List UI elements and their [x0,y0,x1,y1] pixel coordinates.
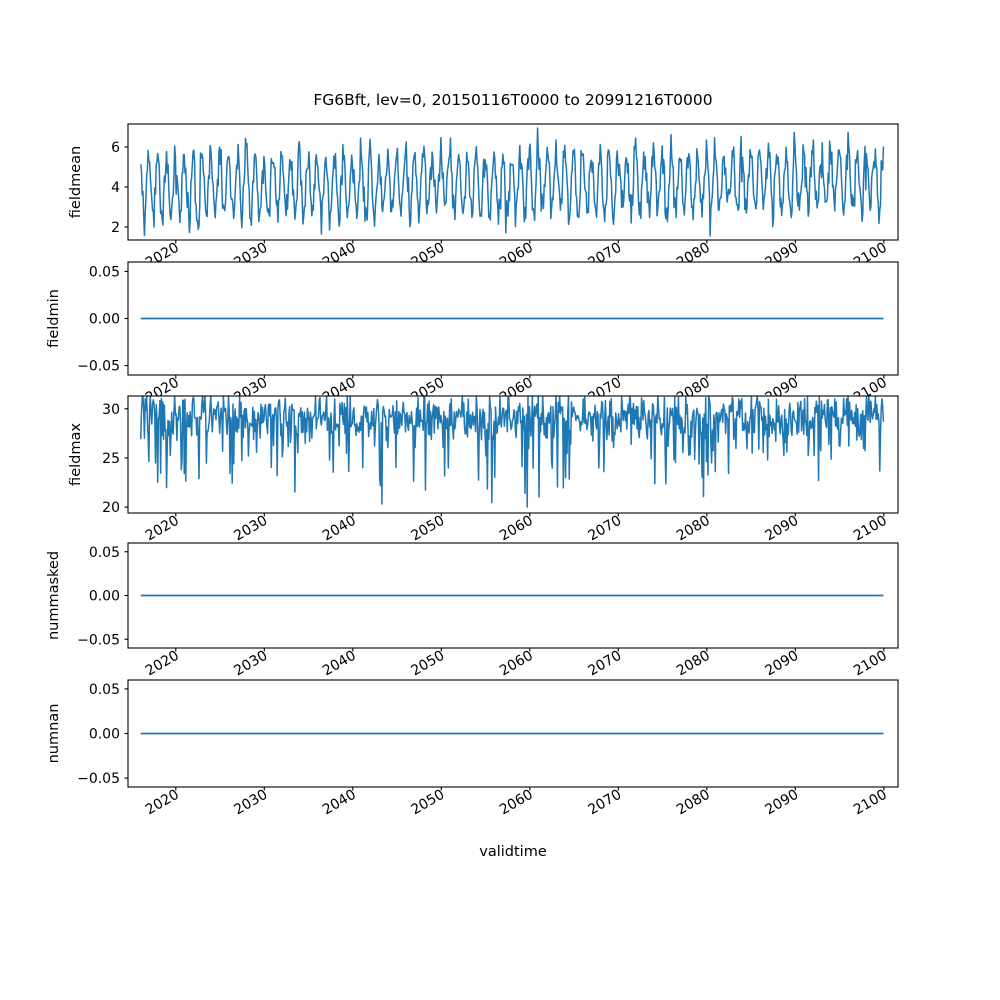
y-tick-label: 0.00 [89,589,120,605]
y-tick-label: 0.00 [89,312,120,328]
series-fieldmax [139,396,885,508]
series-fieldmean [139,127,885,237]
y-tick-label: 4 [111,180,120,196]
y-tick-label: 20 [102,500,120,516]
figure-title: FG6Bft, lev=0, 20150116T0000 to 20991216… [313,91,712,109]
y-tick-label: −0.05 [77,359,120,375]
y-axis-label-fieldmean: fieldmean [68,146,84,218]
y-tick-label: 25 [102,451,120,467]
y-tick-label: 0.05 [89,682,120,698]
x-axis-label: validtime [479,844,547,860]
y-tick-label: 0.00 [89,727,120,743]
y-axis-label-numnan: numnan [46,704,62,764]
y-axis-label-fieldmin: fieldmin [46,289,62,348]
y-tick-label: −0.05 [77,632,120,648]
y-tick-label: 0.05 [89,264,120,280]
y-tick-label: 2 [111,220,120,236]
y-tick-label: −0.05 [77,771,120,787]
plot-area-background [127,124,899,240]
data-line [139,396,885,508]
y-tick-label: 30 [102,402,120,418]
y-axis-label-nummasked: nummasked [46,551,62,640]
y-tick-label: 0.05 [89,545,120,561]
axes-spines [127,123,899,241]
axes-spines [127,395,899,514]
data-line [139,127,885,237]
y-tick-label: 6 [111,140,120,156]
y-axis-label-fieldmax: fieldmax [68,423,84,486]
